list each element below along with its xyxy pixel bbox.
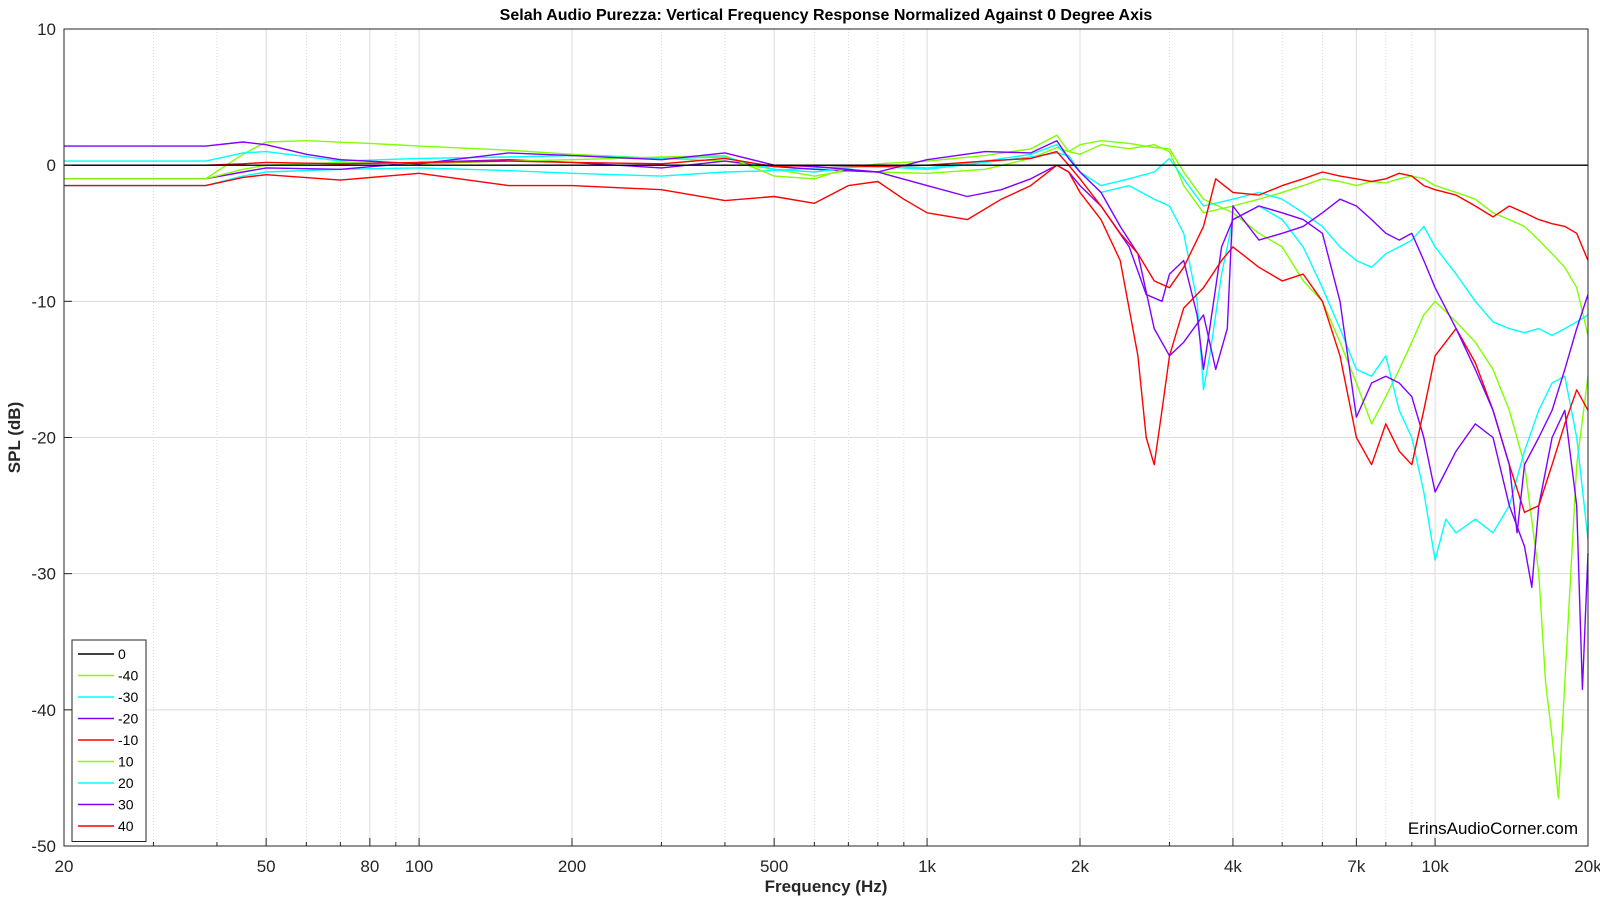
legend-entry: -20: [118, 711, 138, 727]
legend-entry: -10: [118, 732, 138, 748]
chart-title: Selah Audio Purezza: Vertical Frequency …: [500, 7, 1153, 24]
x-tick-label: 100: [405, 857, 433, 876]
legend-entry: 10: [118, 754, 134, 770]
series-line: [64, 150, 1589, 289]
x-tick-label: 1k: [918, 857, 936, 876]
tick-layer: 20 50 80 100 200 500 1k 2k 4k 7k 10k 20k100-10-20-3…: [31, 20, 1600, 876]
x-tick-label: 2k: [1071, 857, 1089, 876]
y-tick-label: -10: [31, 292, 56, 311]
x-tick-label: 500: [760, 857, 788, 876]
legend: 0 -40 -30 -20 -10 10 20 30 40: [71, 639, 147, 842]
series-line: [64, 134, 1589, 336]
y-tick-label: 0: [47, 156, 56, 175]
series-line: [64, 140, 1589, 534]
x-tick-label: 10k: [1421, 857, 1449, 876]
legend-entry: -30: [118, 689, 138, 705]
y-tick-label: -40: [31, 701, 56, 720]
x-tick-label: 50: [257, 857, 276, 876]
watermark: ErinsAudioCorner.com: [1408, 819, 1578, 838]
y-tick-label: -30: [31, 565, 56, 584]
x-tick-label: 80: [360, 857, 379, 876]
x-tick-label: 7k: [1347, 857, 1365, 876]
series-line: [64, 152, 1589, 561]
y-tick-label: -50: [31, 837, 56, 856]
legend-entry: -40: [118, 668, 138, 684]
x-axis-label: Frequency (Hz): [765, 877, 888, 896]
x-tick-label: 20k: [1574, 857, 1600, 876]
y-tick-label: 10: [37, 20, 56, 39]
series-line: [64, 144, 1589, 337]
legend-entry: 40: [118, 818, 134, 834]
x-tick-label: 200: [558, 857, 586, 876]
x-tick-label: 4k: [1224, 857, 1242, 876]
series-line: [64, 159, 1589, 691]
series-layer: [64, 134, 1589, 799]
y-tick-label: -20: [31, 429, 56, 448]
legend-entry: 0: [118, 646, 126, 662]
y-axis-label: SPL (dB): [5, 402, 24, 473]
legend-entry: 20: [118, 775, 134, 791]
x-tick-label: 20: [55, 857, 74, 876]
legend-entry: 30: [118, 797, 134, 813]
